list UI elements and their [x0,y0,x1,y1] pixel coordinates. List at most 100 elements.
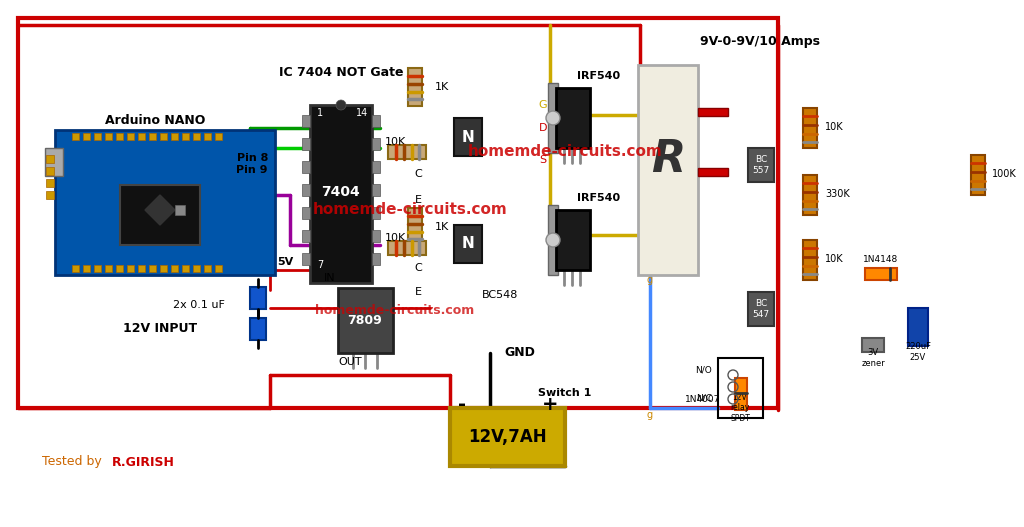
Bar [718,358,763,418]
Bar [215,265,222,272]
Bar [302,115,310,127]
Polygon shape [145,195,175,225]
Text: N: N [462,130,474,144]
Bar [302,161,310,173]
Bar [18,18,778,408]
Bar [971,155,985,195]
Bar [105,133,112,140]
Text: S: S [540,155,547,165]
Bar [372,138,380,150]
Text: IC 7404 NOT Gate: IC 7404 NOT Gate [279,65,403,79]
Bar [908,308,928,346]
Text: N: N [462,237,474,251]
Bar [372,253,380,265]
Text: 1K: 1K [435,222,450,232]
Bar [120,185,200,245]
Circle shape [546,233,560,247]
Bar [748,148,774,182]
Bar [338,288,393,353]
Bar [46,167,54,175]
Text: E: E [415,287,422,297]
Bar [862,338,884,352]
Bar [408,208,422,246]
Bar [803,240,817,280]
Text: +: + [542,395,558,414]
Text: C: C [414,263,422,273]
Text: E: E [415,195,422,205]
Text: 1K: 1K [435,82,450,92]
Bar [193,265,200,272]
Text: R: R [651,139,685,181]
Text: 12V
relay
SPDT: 12V relay SPDT [730,393,750,423]
Text: 3V
zener: 3V zener [861,348,885,368]
Text: 100K: 100K [992,169,1017,179]
Bar [454,225,482,263]
Bar [55,130,275,275]
Bar [150,265,156,272]
Bar [171,265,178,272]
Bar [46,179,54,187]
Text: 7: 7 [316,260,324,270]
Text: IRF540: IRF540 [577,71,621,81]
Text: 10K: 10K [384,137,406,147]
Text: 5V: 5V [276,257,293,267]
Bar [372,161,380,173]
Bar [302,253,310,265]
Bar [204,265,211,272]
Bar [310,105,372,283]
Bar [127,265,134,272]
Text: 10K: 10K [825,122,844,132]
Bar [450,408,565,466]
Bar [83,265,90,272]
Bar [250,287,266,309]
Text: GND: GND [505,346,536,358]
Text: g: g [647,410,653,420]
Bar [116,133,123,140]
Bar [105,265,112,272]
Text: Pin 8: Pin 8 [237,153,268,163]
Text: 1N4148: 1N4148 [863,256,899,265]
Bar [748,292,774,326]
Bar [138,133,145,140]
Bar [372,230,380,242]
Bar [372,207,380,219]
Text: Tested by: Tested by [42,455,101,469]
Circle shape [336,100,346,110]
Text: Switch 1: Switch 1 [539,388,592,398]
Bar [160,133,167,140]
Bar [388,241,426,255]
Bar [556,88,590,148]
Bar [250,318,266,340]
Text: 7404: 7404 [322,185,360,199]
Bar [548,205,558,275]
Bar [72,265,79,272]
Text: OUT: OUT [338,357,361,367]
Bar [803,175,817,215]
Bar [548,83,558,153]
Text: N/O: N/O [695,366,712,375]
Bar [160,265,167,272]
Text: R.GIRISH: R.GIRISH [112,455,175,469]
Bar [372,115,380,127]
Bar [302,207,310,219]
Bar [45,148,63,176]
Text: -: - [458,395,466,414]
Bar [46,155,54,163]
Text: 220uF
25V: 220uF 25V [905,343,931,362]
Text: 14: 14 [356,108,368,118]
Text: IN: IN [325,273,336,283]
Bar [116,265,123,272]
Text: 9V-0-9V/10 Amps: 9V-0-9V/10 Amps [700,35,820,48]
Circle shape [546,111,560,125]
Bar [46,191,54,199]
Text: Pin 9: Pin 9 [237,165,268,175]
Text: g: g [647,275,653,285]
Bar [182,133,189,140]
Bar [454,118,482,156]
Bar [388,145,426,159]
Bar [150,133,156,140]
Bar [698,168,728,176]
Text: BC548: BC548 [482,290,518,300]
Bar [302,138,310,150]
Bar [72,133,79,140]
